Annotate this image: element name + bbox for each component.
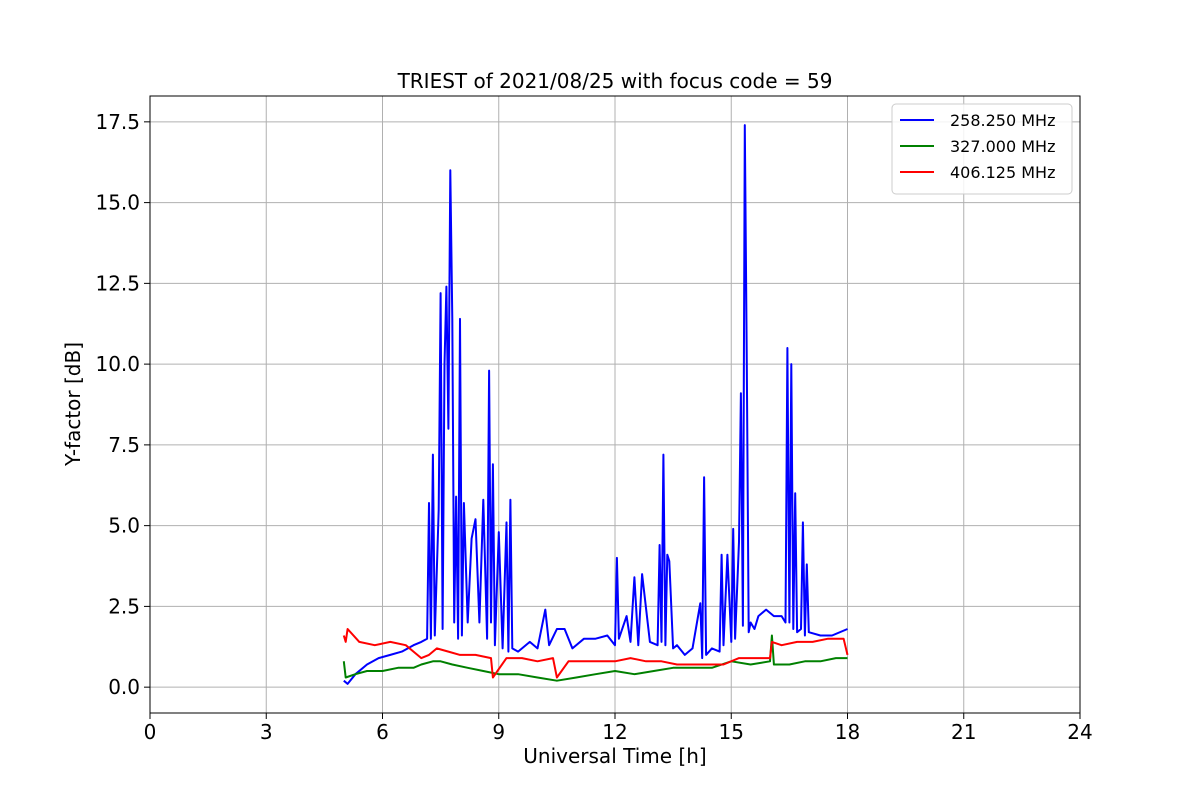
x-tick-label: 6 <box>376 720 389 744</box>
series-layer <box>342 124 849 685</box>
legend-label-2: 327.000 MHz <box>950 137 1055 156</box>
y-tick-label: 7.5 <box>108 433 140 457</box>
y-tick-label: 12.5 <box>95 271 140 295</box>
y-tick-label: 17.5 <box>95 110 140 134</box>
x-tick-label: 18 <box>835 720 860 744</box>
grid <box>149 96 1081 713</box>
legend-label-1: 258.250 MHz <box>950 111 1055 130</box>
legend: 258.250 MHz 327.000 MHz 406.125 MHz <box>891 103 1073 195</box>
y-tick-label: 10.0 <box>95 352 140 376</box>
y-tick-label: 15.0 <box>95 191 140 215</box>
series-line-3 <box>342 628 849 679</box>
x-tick-label: 12 <box>602 720 627 744</box>
series-line-2 <box>342 634 848 682</box>
series-line-1 <box>343 124 848 685</box>
y-tick-label: 0.0 <box>108 675 140 699</box>
x-tick-label: 9 <box>492 720 505 744</box>
legend-label-3: 406.125 MHz <box>950 163 1055 182</box>
x-tick-label: 24 <box>1067 720 1092 744</box>
legend-box <box>891 103 1073 195</box>
axes: 0 3 6 9 12 15 18 21 24 0.0 2.5 5.0 7.5 10.0 12.5 15.0 17… <box>95 110 1092 744</box>
x-tick-label: 0 <box>144 720 157 744</box>
y-tick-label: 5.0 <box>108 514 140 538</box>
x-tick-label: 3 <box>260 720 273 744</box>
x-axis-label: Universal Time [h] <box>523 744 706 768</box>
chart-title: TRIEST of 2021/08/25 with focus code = 5… <box>397 69 833 93</box>
y-axis-label: Y-factor [dB] <box>61 342 85 467</box>
y-tick-label: 2.5 <box>108 594 140 618</box>
x-tick-label: 15 <box>719 720 744 744</box>
x-tick-label: 21 <box>951 720 976 744</box>
